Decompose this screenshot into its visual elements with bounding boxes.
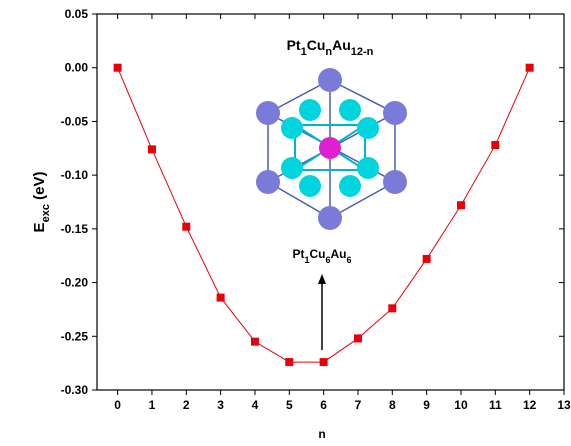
x-tick-label: 7 [355, 398, 362, 412]
annotation-text: Pt [292, 247, 304, 261]
y-tick-label: -0.05 [61, 114, 89, 128]
y-tick-label: -0.30 [61, 383, 89, 397]
annotation: Pt1Cu6Au6 [292, 247, 351, 265]
marker [285, 358, 293, 366]
marker [148, 145, 156, 153]
y-axis-label-part: (eV) [31, 172, 48, 205]
annotation-subscript: 6 [347, 255, 352, 265]
y-axis-label-part: exc [40, 204, 52, 222]
y-tick-label: 0.05 [65, 7, 89, 21]
x-tick-label: 13 [557, 398, 571, 412]
x-tick-label: 6 [320, 398, 327, 412]
x-tick-label: 10 [454, 398, 468, 412]
x-tick-label: 2 [183, 398, 190, 412]
y-tick-label: -0.15 [61, 222, 89, 236]
x-tick-label: 3 [217, 398, 224, 412]
marker [354, 334, 362, 342]
y-axis-label-part: E [31, 222, 48, 232]
x-tick-label: 12 [523, 398, 537, 412]
annotation: Pt1CunAu12-n [287, 37, 374, 58]
marker [491, 141, 499, 149]
chart: 0123456789101112130.050.00-0.05-0.10-0.1… [0, 0, 571, 446]
x-tick-label: 9 [423, 398, 430, 412]
marker [423, 255, 431, 263]
annotation-text: Au [331, 247, 347, 261]
marker [457, 201, 465, 209]
annotation-text: Pt [287, 37, 301, 53]
cluster-illustration [256, 68, 407, 230]
y-tick-label: 0.00 [65, 61, 89, 75]
marker [217, 294, 225, 302]
marker [251, 338, 259, 346]
marker [182, 223, 190, 231]
annotation-text: Cu [307, 37, 326, 53]
marker [388, 304, 396, 312]
x-tick-label: 11 [489, 398, 502, 412]
marker [320, 358, 328, 366]
x-axis-label: n [318, 427, 325, 441]
annotation-subscript: 12-n [351, 46, 374, 58]
y-axis-label: Eexc (eV) [31, 172, 52, 233]
x-tick-label: 5 [286, 398, 293, 412]
y-tick-label: -0.10 [61, 168, 89, 182]
x-tick-label: 0 [114, 398, 121, 412]
arrow-head [318, 274, 326, 284]
y-tick-label: -0.25 [61, 329, 89, 343]
x-tick-label: 8 [389, 398, 396, 412]
marker [526, 64, 534, 72]
x-tick-label: 4 [252, 398, 259, 412]
x-tick-label: 1 [149, 398, 156, 412]
annotation-text: Cu [309, 247, 325, 261]
marker [114, 64, 122, 72]
annotation-text: Au [332, 37, 351, 53]
y-tick-label: -0.20 [61, 276, 89, 290]
